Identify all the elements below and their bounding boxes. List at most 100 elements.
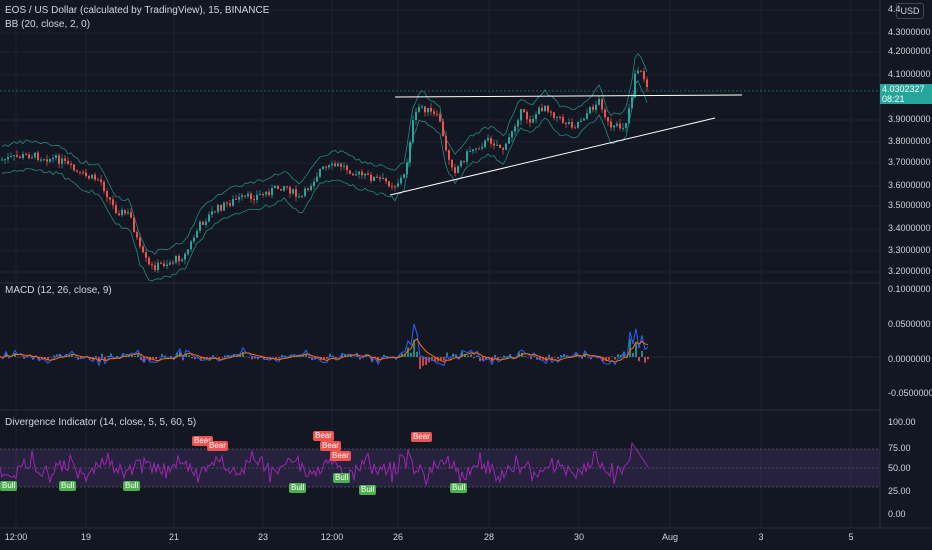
candle-body	[637, 70, 639, 74]
price-tick: 3.8000000	[888, 136, 931, 146]
candle-body	[310, 186, 312, 191]
macd-histogram-bar	[278, 357, 280, 359]
macd-histogram-bar	[47, 357, 49, 361]
candle-body	[325, 166, 327, 168]
candle-body	[634, 73, 636, 98]
bull-divergence-label[interactable]: Bull	[359, 485, 377, 495]
bear-divergence-label[interactable]: Bear	[320, 441, 341, 451]
support-trendline[interactable]	[389, 117, 716, 196]
macd-histogram-bar	[644, 357, 646, 363]
candle-body	[496, 144, 498, 146]
candle-body	[286, 186, 288, 188]
candle-body	[214, 211, 216, 213]
candle-body	[517, 120, 519, 127]
candle-body	[130, 212, 132, 218]
bull-divergence-label[interactable]: Bull	[450, 483, 468, 493]
macd-histogram-bar	[602, 357, 604, 362]
candle-body	[364, 173, 366, 176]
candle-body	[370, 174, 372, 181]
macd-histogram-bar	[173, 357, 175, 359]
currency-button[interactable]: USD	[896, 3, 924, 19]
macd-histogram-bar	[341, 353, 343, 357]
candle-body	[166, 264, 168, 267]
bar-countdown: 08:21	[882, 94, 905, 104]
price-tick: 4.2000000	[888, 46, 931, 56]
bb-indicator-title[interactable]: BB (20, close, 2, 0)	[5, 19, 91, 30]
candle-body	[550, 111, 552, 113]
macd-histogram-bar	[611, 356, 613, 357]
candle-body	[490, 138, 492, 144]
candle-body	[136, 232, 138, 238]
candle-body	[157, 262, 159, 271]
candle-body	[337, 163, 339, 167]
macd-histogram-bar	[551, 357, 553, 360]
time-tick: 12:00	[4, 532, 28, 542]
bull-divergence-label[interactable]: Bull	[333, 473, 351, 483]
symbol-title[interactable]: EOS / US Dollar (calculated by TradingVi…	[5, 5, 270, 16]
price-tick: 4.4	[888, 4, 901, 14]
candle-body	[154, 265, 156, 271]
candle-body	[1, 159, 3, 161]
price-tick: 4.3000000	[888, 27, 931, 37]
candle-body	[175, 255, 177, 263]
candle-body	[271, 188, 273, 196]
candle-body	[430, 107, 432, 112]
macd-histogram-bar	[161, 354, 163, 357]
macd-histogram-bar	[254, 357, 256, 359]
macd-histogram-bar	[209, 357, 211, 359]
price-tick: 3.7000000	[888, 157, 931, 167]
macd-histogram-bar	[248, 357, 250, 358]
bear-divergence-label[interactable]: Bear	[192, 436, 213, 446]
candle-body	[385, 178, 387, 182]
candle-body	[205, 221, 207, 225]
candle-body	[259, 194, 261, 196]
macd-histogram-bar	[449, 356, 451, 358]
candle-body	[331, 163, 333, 166]
macd-histogram-bar	[188, 355, 190, 357]
macd-histogram-bar	[242, 351, 244, 357]
candle-body	[622, 127, 624, 129]
bear-divergence-label[interactable]: Bear	[411, 432, 432, 442]
bear-divergence-label[interactable]: Bear	[313, 431, 334, 441]
macd-indicator-title[interactable]: MACD (12, 26, close, 9)	[5, 285, 112, 296]
candle-body	[313, 181, 315, 187]
bb-lower-band	[1, 80, 648, 282]
macd-histogram-bar	[593, 356, 595, 358]
bull-divergence-label[interactable]: Bull	[123, 481, 141, 491]
candle-body	[466, 151, 468, 162]
macd-histogram-bar	[302, 356, 304, 357]
candle-body	[559, 116, 561, 118]
candle-body	[91, 174, 93, 179]
macd-histogram-bar	[440, 357, 442, 361]
bull-divergence-label[interactable]: Bull	[289, 483, 307, 493]
candle-body	[88, 176, 90, 179]
candle-body	[601, 98, 603, 110]
candle-body	[67, 160, 69, 164]
divergence-indicator-title[interactable]: Divergence Indicator (14, close, 5, 5, 6…	[5, 417, 197, 428]
macd-histogram-bar	[641, 350, 643, 357]
candle-body	[547, 105, 549, 112]
candle-body	[538, 107, 540, 115]
candle-body	[505, 143, 507, 150]
macd-histogram-bar	[284, 355, 286, 357]
candle-body	[7, 156, 9, 160]
candle-body	[37, 152, 39, 160]
candle-body	[118, 213, 120, 216]
candle-body	[592, 106, 594, 110]
candle-body	[628, 108, 630, 124]
candle-body	[61, 158, 63, 164]
macd-histogram-bar	[287, 356, 289, 357]
macd-histogram-bar	[299, 356, 301, 357]
macd-histogram-bar	[83, 357, 85, 359]
macd-histogram-bar	[485, 357, 487, 360]
macd-histogram-bar	[74, 357, 76, 358]
macd-histogram-bar	[59, 354, 61, 357]
macd-histogram-bar	[326, 357, 328, 359]
bull-divergence-label[interactable]: Bull	[0, 481, 18, 491]
resistance-trendline[interactable]	[394, 94, 743, 98]
bear-divergence-label[interactable]: Bear	[330, 451, 351, 461]
bull-divergence-label[interactable]: Bull	[59, 481, 77, 491]
candle-body	[541, 107, 543, 112]
bear-divergence-label[interactable]: Bear	[207, 441, 228, 451]
